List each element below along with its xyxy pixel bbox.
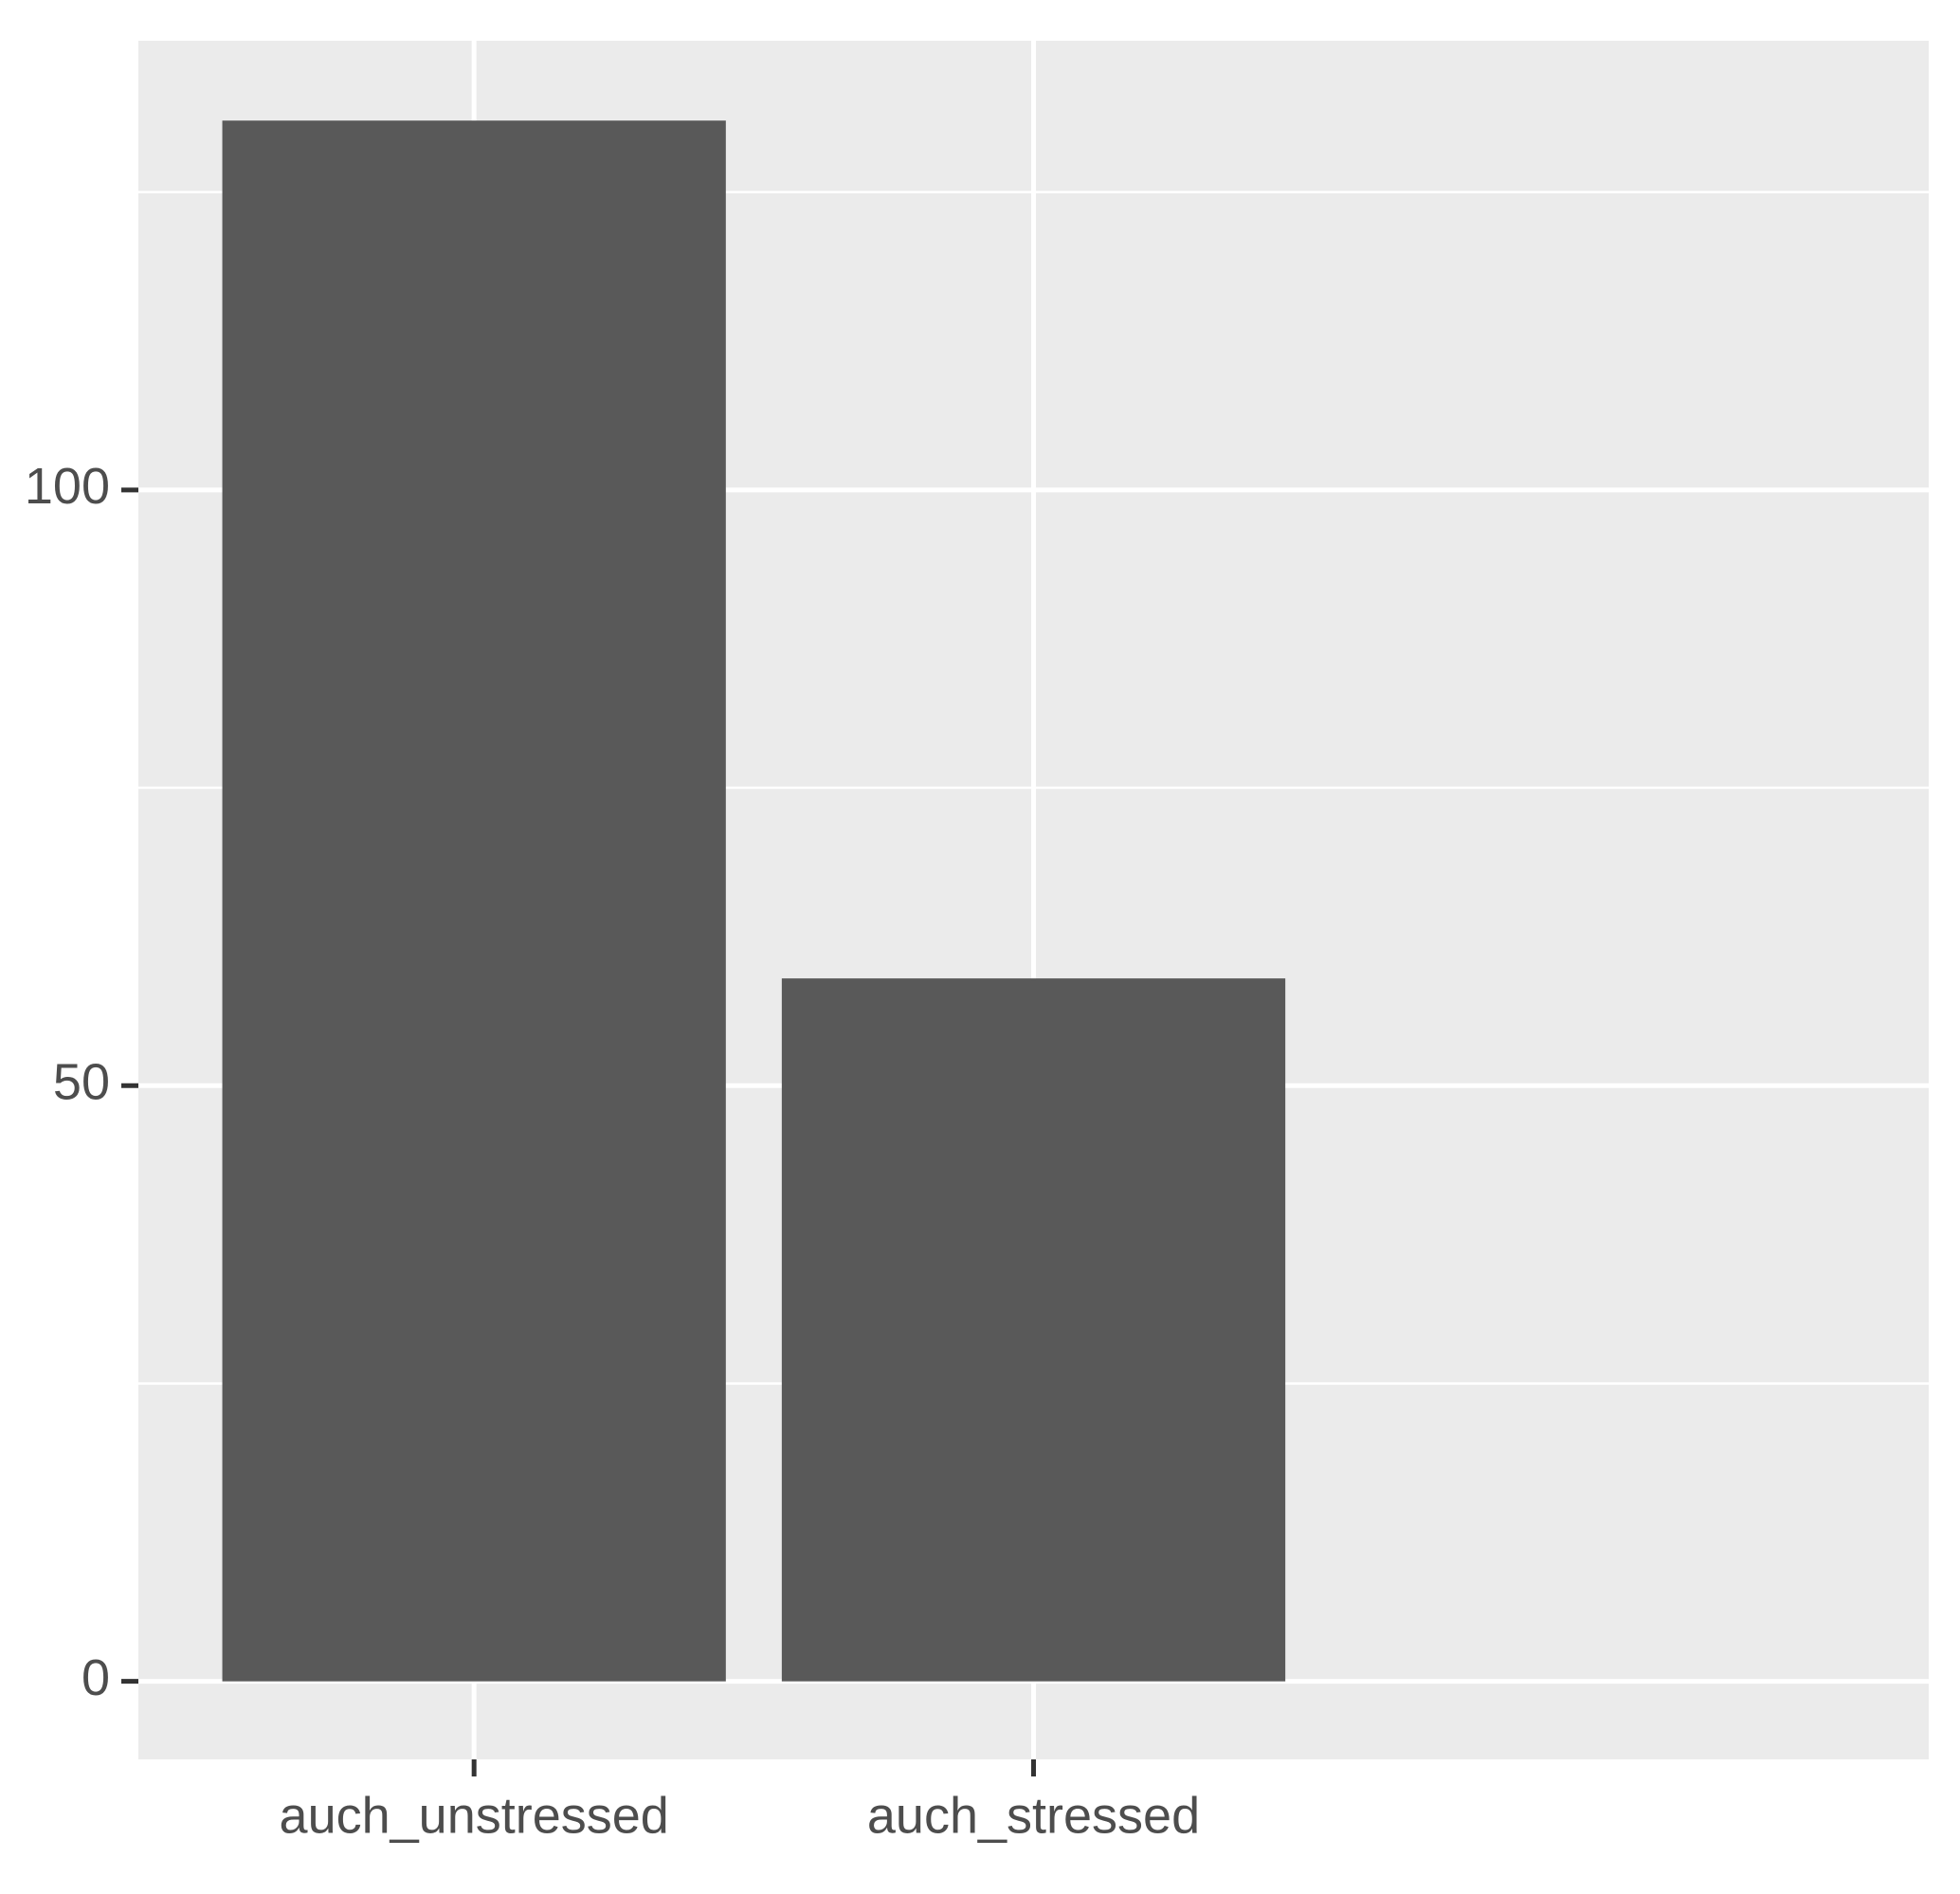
x-tick-label: auch_stressed bbox=[867, 1787, 1200, 1844]
bar bbox=[222, 120, 726, 1682]
x-tick-label: auch_unstressed bbox=[280, 1787, 669, 1844]
bar bbox=[781, 978, 1286, 1682]
y-tick-label: 50 bbox=[53, 1054, 110, 1111]
y-tick-label: 100 bbox=[25, 458, 110, 515]
y-tick-label: 0 bbox=[82, 1649, 110, 1706]
